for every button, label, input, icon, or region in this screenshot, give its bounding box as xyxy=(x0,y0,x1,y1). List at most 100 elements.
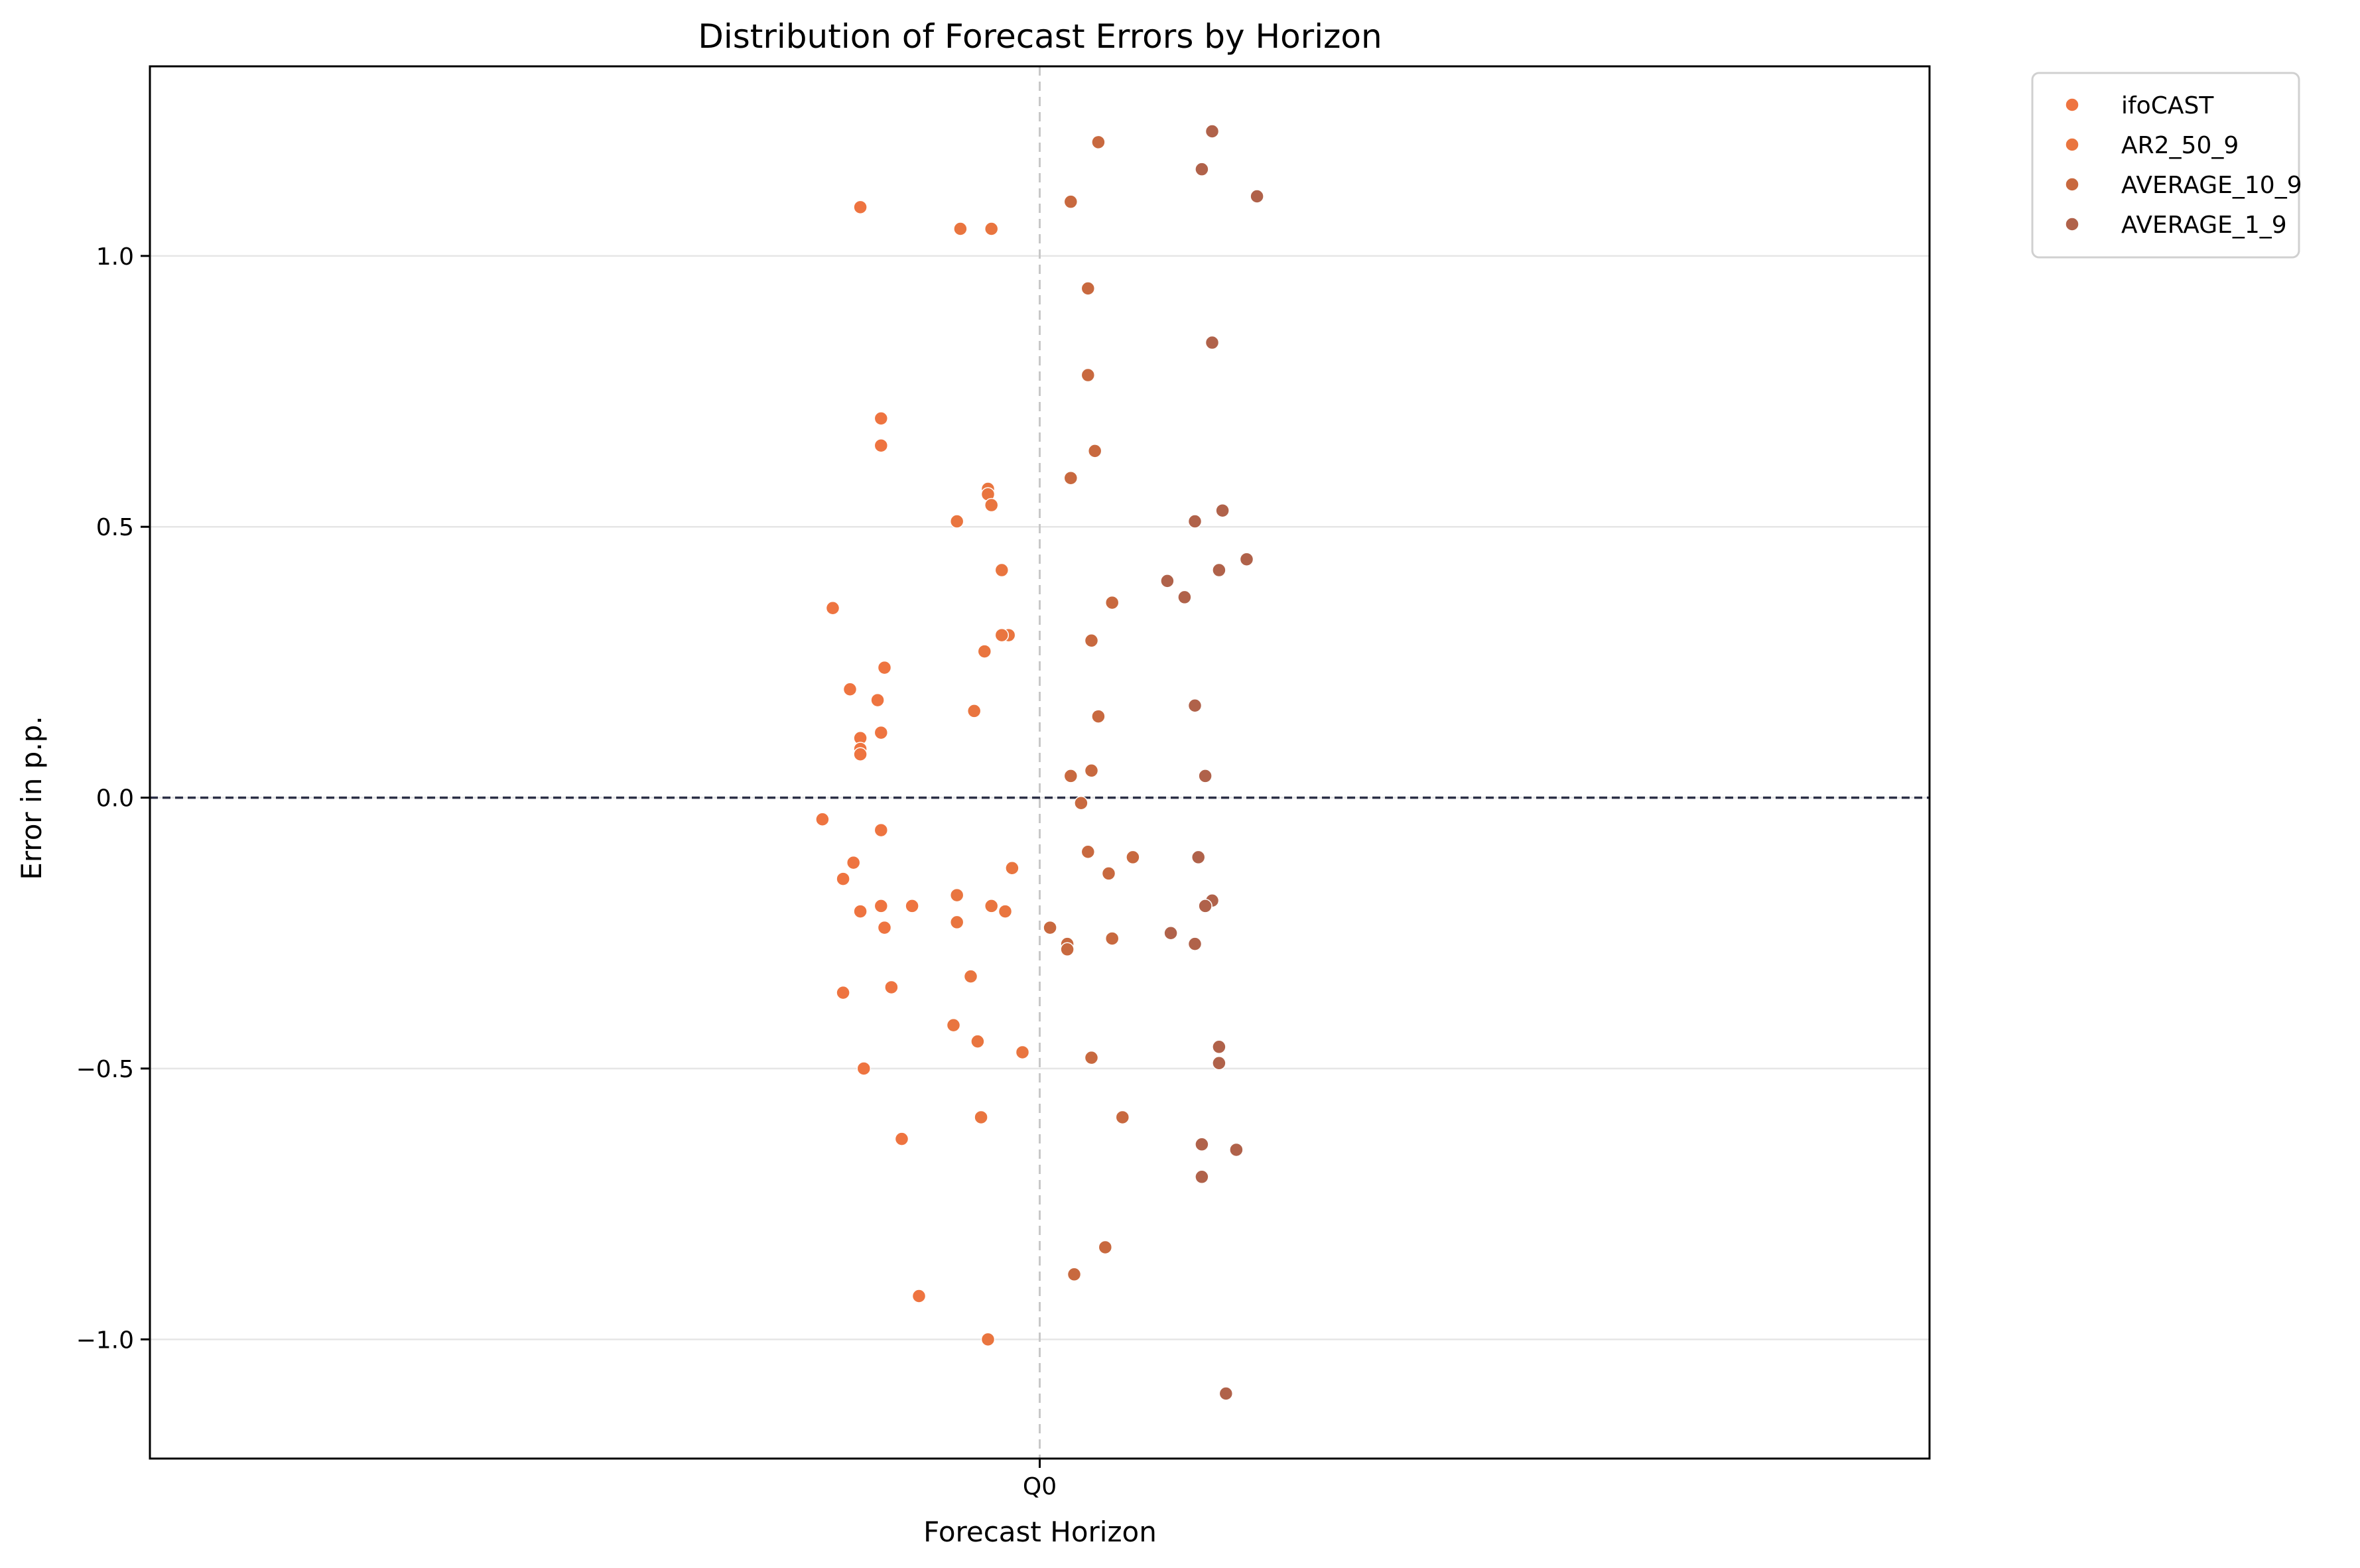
data-point xyxy=(874,411,889,426)
data-point xyxy=(1212,562,1226,578)
data-point xyxy=(1205,335,1220,350)
data-point xyxy=(1060,942,1075,957)
data-point xyxy=(1212,1039,1226,1055)
legend-marker xyxy=(2065,137,2079,152)
data-point xyxy=(1239,552,1254,566)
data-point xyxy=(853,904,868,919)
data-point xyxy=(884,980,899,995)
data-points xyxy=(815,124,1264,1401)
series-average-10-9 xyxy=(1043,135,1140,1282)
data-point xyxy=(1187,937,1203,951)
y-axis-ticks: −1.0 −0.5 0.0 0.5 1.0 xyxy=(76,243,150,1354)
data-point xyxy=(856,1061,872,1076)
data-point xyxy=(1098,1240,1113,1255)
chart-title: Distribution of Forecast Errors by Horiz… xyxy=(698,17,1382,56)
data-point xyxy=(836,985,850,1000)
data-point xyxy=(1101,866,1116,881)
data-point xyxy=(825,600,840,616)
data-point xyxy=(853,200,868,215)
data-point xyxy=(1005,861,1019,876)
y-axis-label: Error in p.p. xyxy=(15,716,48,880)
data-point xyxy=(1163,926,1178,941)
legend: ifoCAST AR2_50_9 AVERAGE_10_9 AVERAGE_1_9 xyxy=(2031,72,2302,259)
series-average-1-9 xyxy=(1160,124,1264,1401)
data-point xyxy=(1218,1386,1234,1401)
data-point xyxy=(1198,899,1213,913)
data-point xyxy=(846,855,861,870)
data-point xyxy=(1043,920,1057,935)
data-point xyxy=(1063,194,1079,209)
data-point xyxy=(1063,470,1079,486)
legend-marker xyxy=(2065,98,2079,112)
legend-label: AVERAGE_10_9 xyxy=(2121,172,2302,199)
data-point xyxy=(1115,1110,1130,1125)
data-point xyxy=(1187,514,1203,529)
data-point xyxy=(970,1034,985,1049)
data-point xyxy=(1187,698,1203,713)
data-point xyxy=(949,514,964,529)
data-point xyxy=(1177,590,1192,605)
y-tick-label: −1.0 xyxy=(76,1327,134,1354)
data-point xyxy=(815,812,830,827)
legend-label: ifoCAST xyxy=(2121,92,2214,119)
data-point xyxy=(1229,1142,1244,1157)
data-point xyxy=(977,644,992,659)
data-point xyxy=(1084,763,1099,778)
data-point xyxy=(1104,595,1120,610)
data-point xyxy=(946,1017,961,1033)
data-point xyxy=(1195,1137,1209,1152)
legend-marker xyxy=(2065,217,2079,231)
data-point xyxy=(984,497,999,513)
data-point xyxy=(877,660,892,675)
data-point xyxy=(853,747,868,761)
data-point xyxy=(1205,124,1220,139)
legend-label: AR2_50_9 xyxy=(2121,132,2239,159)
data-point xyxy=(1250,189,1264,204)
data-point xyxy=(1195,1169,1209,1185)
data-point xyxy=(1067,1267,1082,1282)
data-point xyxy=(1198,769,1213,783)
data-point xyxy=(953,222,968,236)
legend-marker xyxy=(2065,177,2079,192)
data-point xyxy=(874,438,889,453)
data-point xyxy=(894,1132,909,1146)
data-point xyxy=(1104,931,1120,946)
x-tick-label: Q0 xyxy=(1023,1473,1057,1500)
y-tick-label: −0.5 xyxy=(76,1056,134,1083)
x-axis-ticks: Q0 xyxy=(1023,1459,1057,1500)
data-point xyxy=(874,899,889,913)
y-tick-label: 0.0 xyxy=(96,785,134,813)
data-point xyxy=(1212,1056,1226,1071)
data-point xyxy=(877,920,892,935)
data-point xyxy=(966,704,982,718)
data-point xyxy=(911,1289,927,1303)
data-point xyxy=(1084,1050,1099,1065)
data-point xyxy=(994,627,1010,643)
data-point xyxy=(1063,769,1079,783)
series-ifocast xyxy=(815,200,927,1303)
data-point xyxy=(1215,503,1230,518)
y-tick-label: 0.5 xyxy=(96,514,134,541)
data-point xyxy=(1081,367,1096,383)
data-point xyxy=(963,969,978,984)
legend-box xyxy=(2031,72,2300,259)
data-point xyxy=(949,887,964,903)
data-point xyxy=(949,915,964,930)
data-point xyxy=(1015,1045,1030,1060)
data-point xyxy=(836,872,850,886)
data-point xyxy=(1091,135,1106,150)
data-point xyxy=(1191,850,1206,865)
data-point xyxy=(842,682,858,696)
data-point xyxy=(1160,574,1175,588)
data-point xyxy=(980,1332,996,1347)
data-point xyxy=(1084,633,1099,648)
data-point xyxy=(1081,281,1096,296)
data-point xyxy=(1126,850,1140,865)
data-point xyxy=(974,1110,988,1125)
data-point xyxy=(1195,162,1209,176)
data-point xyxy=(870,692,885,708)
data-point xyxy=(1091,709,1106,724)
data-point xyxy=(998,904,1013,919)
